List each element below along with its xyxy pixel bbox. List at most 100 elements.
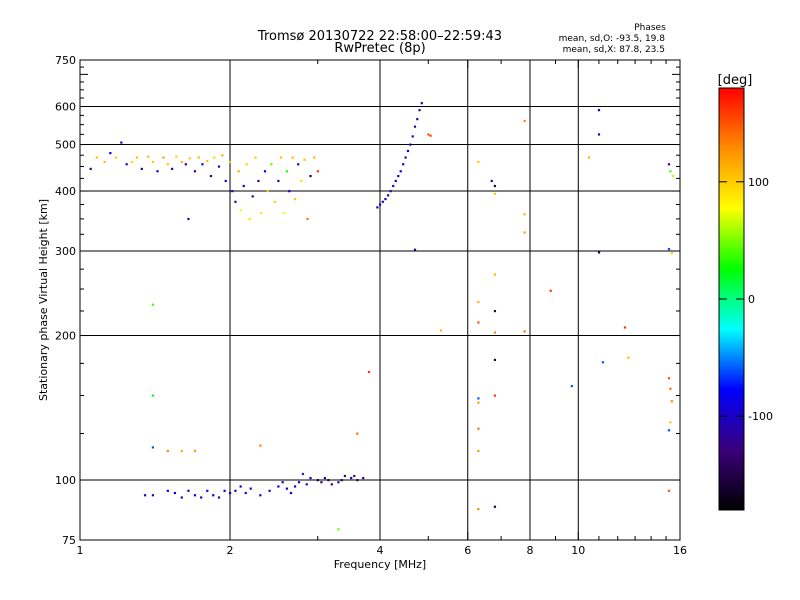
data-point [406,149,410,153]
data-point [439,329,443,332]
data-point [184,163,187,166]
x-tick-label: 1 [77,544,84,557]
data-point [394,179,397,183]
data-point [187,489,190,492]
data-point [309,476,312,480]
data-point [259,444,262,447]
data-point [669,170,672,173]
y-tick-label: 500 [55,139,76,152]
data-point [245,163,248,166]
data-point [277,179,280,183]
data-point [493,505,497,508]
x-tick-label: 8 [527,544,534,557]
data-point [263,170,267,173]
x-tick-label: 16 [673,544,687,557]
data-point [493,331,497,334]
data-point [251,195,254,198]
data-point [490,179,493,183]
data-point [206,489,209,492]
data-point [392,184,395,188]
data-point [587,156,591,159]
data-point [397,174,400,178]
data-point [260,212,263,215]
data-point [109,152,112,155]
data-point [667,163,671,166]
data-point [273,200,276,203]
data-point [477,427,480,430]
data-point [234,200,237,203]
data-point [249,487,252,490]
data-point [416,118,419,121]
data-point [285,487,288,490]
y-axis-label: Stationary phase Virtual Height [km] [37,199,50,401]
data-point [201,163,204,166]
data-point [259,494,262,497]
data-point [493,358,497,362]
data-point [266,190,269,193]
data-point [140,167,143,171]
data-point [180,496,183,499]
data-point [268,489,271,492]
data-point [323,476,327,480]
data-point [239,209,242,212]
data-point [120,141,123,144]
data-point [229,491,232,495]
data-point [320,481,323,484]
data-point [549,289,552,292]
data-point [493,394,497,397]
data-point [623,326,627,329]
data-point [667,247,671,251]
data-point [669,387,672,390]
data-point [313,156,316,159]
data-point [151,494,155,497]
data-point [523,330,526,333]
data-point [381,200,384,203]
data-point [125,163,128,166]
data-point [135,156,138,159]
data-point [597,251,601,254]
data-point [193,170,197,173]
data-point [667,489,671,492]
data-point [327,479,330,482]
data-point [597,133,601,136]
data-point [224,179,227,183]
data-point [409,143,412,146]
data-point [353,474,356,478]
data-point [523,213,526,216]
data-point [212,494,215,497]
data-point [627,356,630,359]
data-point [376,206,379,209]
data-point [217,165,221,168]
data-point [234,489,237,492]
data-point [601,361,605,364]
data-point [420,102,423,105]
data-point [188,157,191,160]
chart-subtitle: RwPretec (8p) [334,41,425,56]
data-point [362,476,365,480]
data-point [429,134,432,137]
colorbar-label: [deg] [718,73,753,88]
x-tick-label: 10 [571,544,585,557]
chart-title: Tromsø 20130722 22:58:00–22:59:43 [257,29,502,44]
data-point [597,109,601,112]
data-point [427,133,430,136]
data-point [187,217,190,221]
data-point [180,160,183,164]
y-tick-label: 200 [55,330,76,343]
data-point [399,170,402,173]
data-point [477,321,480,324]
data-point [670,400,673,403]
data-point [143,494,147,497]
data-point [402,163,405,166]
data-point [301,472,305,476]
data-point [309,174,312,178]
colorbar-tick-label: 100 [748,176,769,189]
stats-heading: Phases [634,23,666,33]
stats-line-x: mean, sd,X: 87.8, 23.5 [563,45,665,55]
data-point [213,156,216,159]
data-point [316,170,319,173]
data-point [279,156,283,159]
y-tick-label: 100 [55,474,76,487]
data-point [667,429,671,432]
data-point [493,273,497,276]
